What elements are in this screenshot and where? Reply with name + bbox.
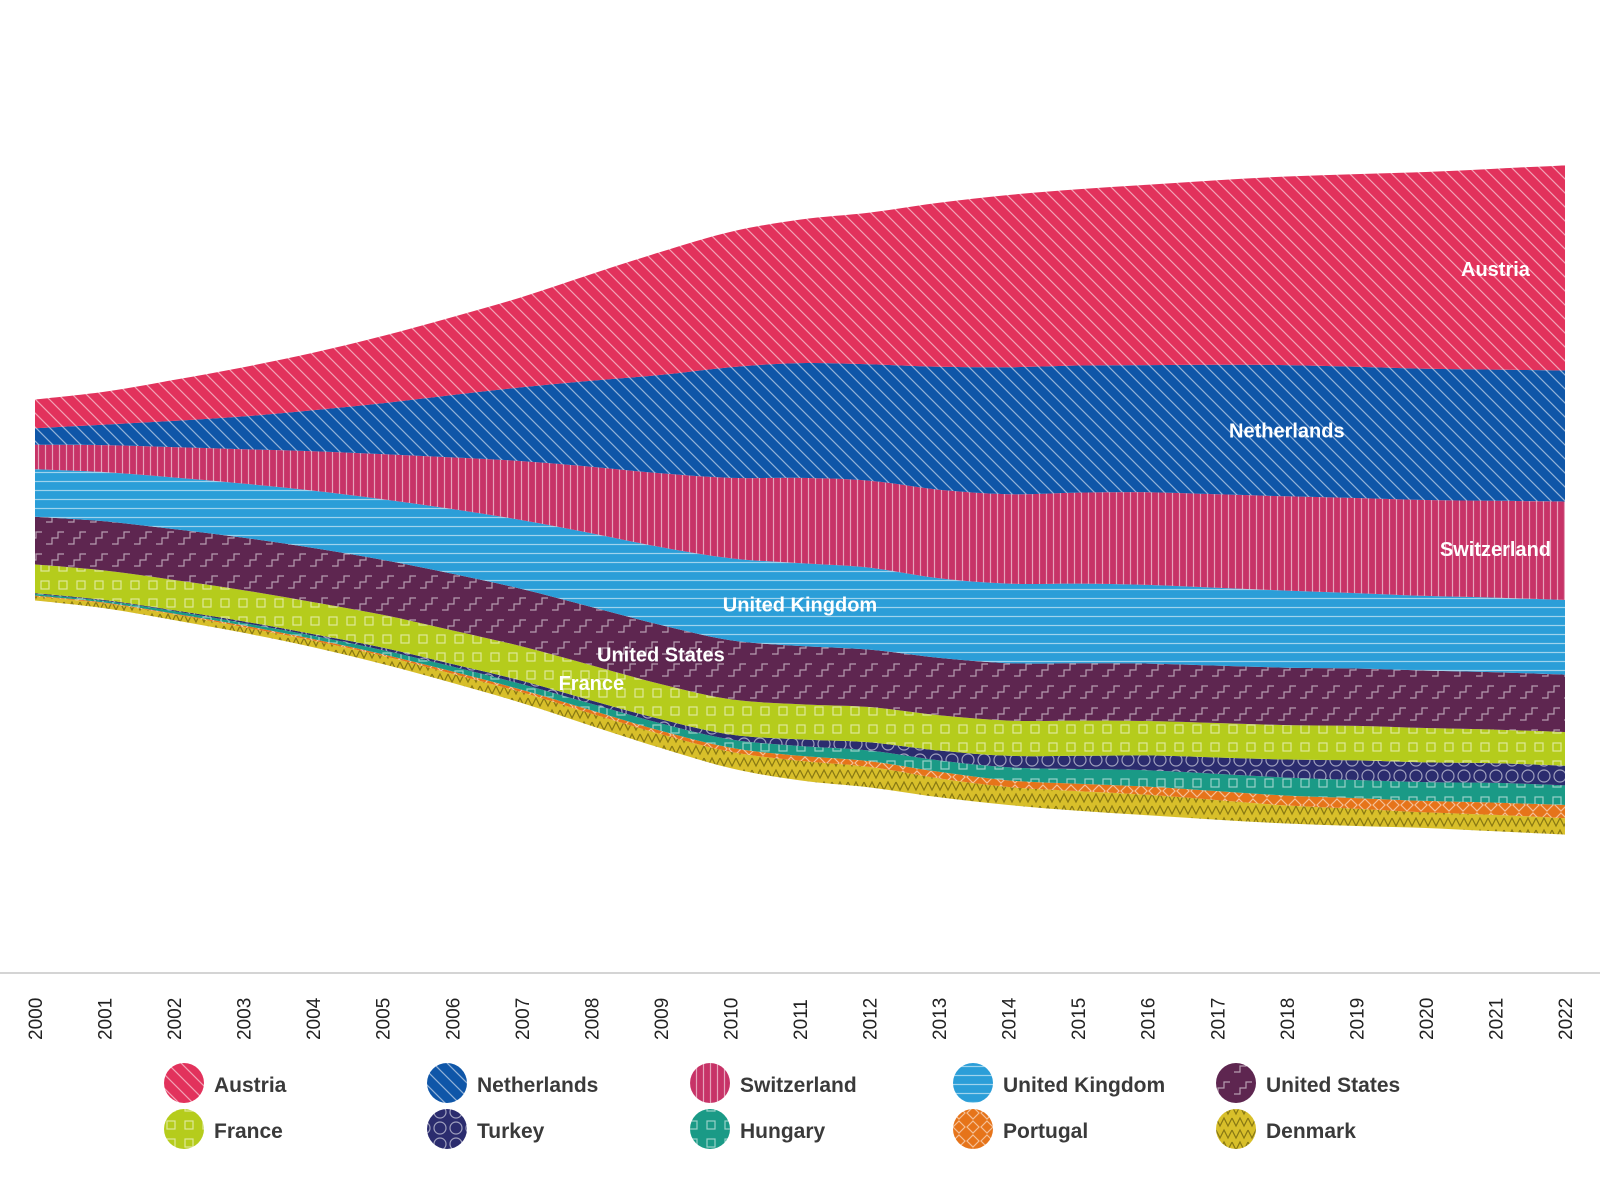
x-tick-label: 2018 (1278, 998, 1299, 1040)
legend-item-netherlands: Netherlands (427, 1063, 598, 1103)
legend-swatch (953, 1109, 993, 1149)
x-tick-label: 2021 (1486, 998, 1507, 1040)
stream-label-united-kingdom: United Kingdom (723, 595, 877, 617)
x-tick-label: 2011 (791, 999, 812, 1040)
x-tick-label: 2000 (26, 998, 47, 1040)
legend-label: Switzerland (740, 1074, 857, 1097)
x-tick-label: 2006 (443, 998, 464, 1040)
x-tick-label: 2008 (582, 998, 603, 1040)
legend-label: United States (1266, 1074, 1400, 1097)
legend-swatch (1216, 1109, 1256, 1149)
x-tick-label: 2017 (1208, 998, 1229, 1040)
x-tick-label: 2015 (1069, 998, 1090, 1040)
legend-swatch (690, 1063, 730, 1103)
legend-item-denmark: Denmark (1216, 1109, 1356, 1149)
area-netherlands (35, 362, 1565, 502)
stream-labels: Austria Netherlands Switzerland United King… (559, 259, 1551, 695)
legend-swatch (164, 1063, 204, 1103)
x-tick-label: 2010 (721, 998, 742, 1040)
x-tick-label: 2002 (165, 998, 186, 1040)
legend-item-united-kingdom: United Kingdom (953, 1063, 1165, 1103)
legend-label: United Kingdom (1003, 1074, 1165, 1097)
stream-label-austria: Austria (1461, 259, 1531, 281)
legend-label: Turkey (477, 1120, 545, 1143)
legend-item-france: France (164, 1109, 283, 1149)
x-tick-label: 2012 (861, 998, 882, 1040)
stream-label-switzerland: Switzerland (1440, 539, 1551, 561)
x-tick-label: 2001 (96, 998, 117, 1040)
area-turkey (35, 593, 1565, 786)
area-austria (35, 165, 1565, 429)
x-tick-label: 2004 (304, 997, 325, 1040)
legend-swatch (427, 1063, 467, 1103)
legend-label: Netherlands (477, 1074, 598, 1097)
stream-label-united-states: United States (597, 645, 725, 667)
x-tick-label: 2020 (1417, 998, 1438, 1040)
stream-label-netherlands: Netherlands (1229, 421, 1345, 443)
legend-label: Denmark (1266, 1120, 1356, 1143)
area-united-states (35, 516, 1565, 733)
x-tick-label: 2005 (374, 998, 395, 1040)
legend-label: France (214, 1120, 283, 1143)
stream-areas (35, 165, 1565, 835)
stream-label-france: France (559, 673, 625, 695)
area-hungary (35, 593, 1565, 805)
legend-label: Portugal (1003, 1120, 1088, 1143)
area-france (35, 564, 1565, 766)
legend-item-united-states: United States (1216, 1063, 1400, 1103)
x-tick-label: 2013 (930, 998, 951, 1040)
x-tick-label: 2009 (652, 998, 673, 1040)
legend-item-switzerland: Switzerland (690, 1063, 857, 1103)
legend-swatch (164, 1109, 204, 1149)
x-tick-label: 2007 (513, 998, 534, 1040)
legend-label: Hungary (740, 1120, 826, 1143)
legend-swatch (690, 1109, 730, 1149)
legend-swatch (953, 1063, 993, 1103)
legend-item-hungary: Hungary (690, 1109, 826, 1149)
legend: Austria Netherlands Switzerland United King… (164, 1063, 1400, 1149)
legend-swatch (1216, 1063, 1256, 1103)
legend-item-austria: Austria (164, 1063, 287, 1103)
legend-item-portugal: Portugal (953, 1109, 1088, 1149)
legend-item-turkey: Turkey (427, 1109, 545, 1149)
x-axis-ticks: 2000 2001 2002 2003 2004 2005 2006 2007 2008 2009… (26, 997, 1577, 1040)
x-tick-label: 2019 (1347, 998, 1368, 1040)
legend-label: Austria (214, 1074, 287, 1097)
area-denmark (35, 596, 1565, 835)
x-tick-label: 2003 (235, 998, 256, 1040)
x-tick-label: 2022 (1556, 998, 1577, 1040)
area-united-kingdom (35, 469, 1565, 675)
area-switzerland (35, 444, 1565, 600)
legend-swatch (427, 1109, 467, 1149)
x-tick-label: 2016 (1139, 998, 1160, 1040)
x-tick-label: 2014 (1000, 997, 1021, 1040)
